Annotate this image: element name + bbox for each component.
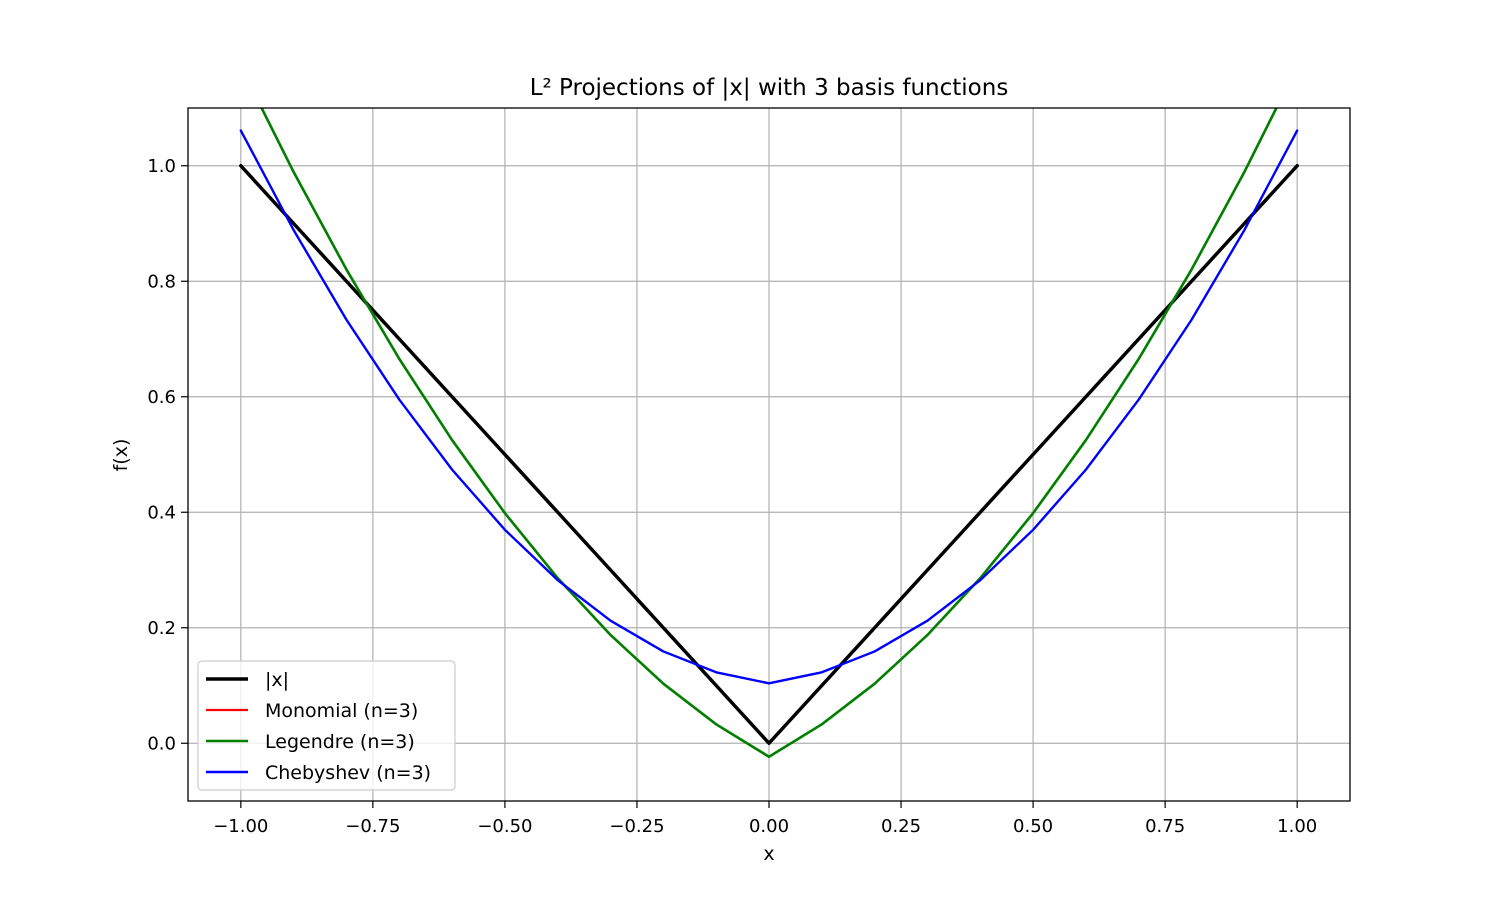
legend: |x| Monomial (n=3) Legendre (n=3) Chebyshev… bbox=[197, 660, 456, 791]
series-line-chebyshev-n-3 bbox=[239, 129, 1299, 685]
chart-title: L² Projections of |x| with 3 basis funct… bbox=[530, 75, 1009, 101]
y-tick-label: 0.0 bbox=[147, 733, 176, 754]
x-tick-label: 0.00 bbox=[749, 816, 789, 837]
legend-item: Monomial (n=3) bbox=[206, 700, 418, 722]
x-tick-label: −0.75 bbox=[345, 816, 400, 837]
ticks: −1.00 −0.75 −0.50 −0.25 0.00 0.25 0.50 0.75 1.00… bbox=[147, 156, 1317, 837]
legend-label: |x| bbox=[265, 669, 289, 691]
y-tick-label: 0.2 bbox=[147, 618, 176, 639]
legend-label: Legendre (n=3) bbox=[265, 731, 415, 753]
x-tick-label: −0.25 bbox=[609, 816, 664, 837]
x-tick-label: −0.50 bbox=[477, 816, 532, 837]
y-tick-label: 0.4 bbox=[147, 502, 176, 523]
legend-item: Chebyshev (n=3) bbox=[206, 762, 431, 784]
y-tick-label: 1.0 bbox=[147, 156, 176, 177]
legend-box bbox=[197, 660, 456, 791]
y-axis-label: f(x) bbox=[110, 439, 132, 472]
x-axis-label: x bbox=[763, 843, 774, 865]
legend-label: Monomial (n=3) bbox=[265, 700, 418, 722]
x-tick-label: 0.75 bbox=[1145, 816, 1185, 837]
x-tick-label: 0.25 bbox=[881, 816, 921, 837]
legend-label: Chebyshev (n=3) bbox=[265, 762, 431, 784]
x-tick-label: 0.50 bbox=[1013, 816, 1053, 837]
y-tick-label: 0.6 bbox=[147, 387, 176, 408]
legend-item: Legendre (n=3) bbox=[206, 731, 415, 753]
series-layer bbox=[239, 108, 1299, 759]
x-tick-label: 1.00 bbox=[1277, 816, 1317, 837]
series-line-legendre-n-3 bbox=[260, 108, 1278, 759]
series-line-x bbox=[239, 164, 1299, 745]
y-tick-label: 0.8 bbox=[147, 271, 176, 292]
legend-item: |x| bbox=[206, 669, 289, 691]
x-tick-label: −1.00 bbox=[213, 816, 268, 837]
